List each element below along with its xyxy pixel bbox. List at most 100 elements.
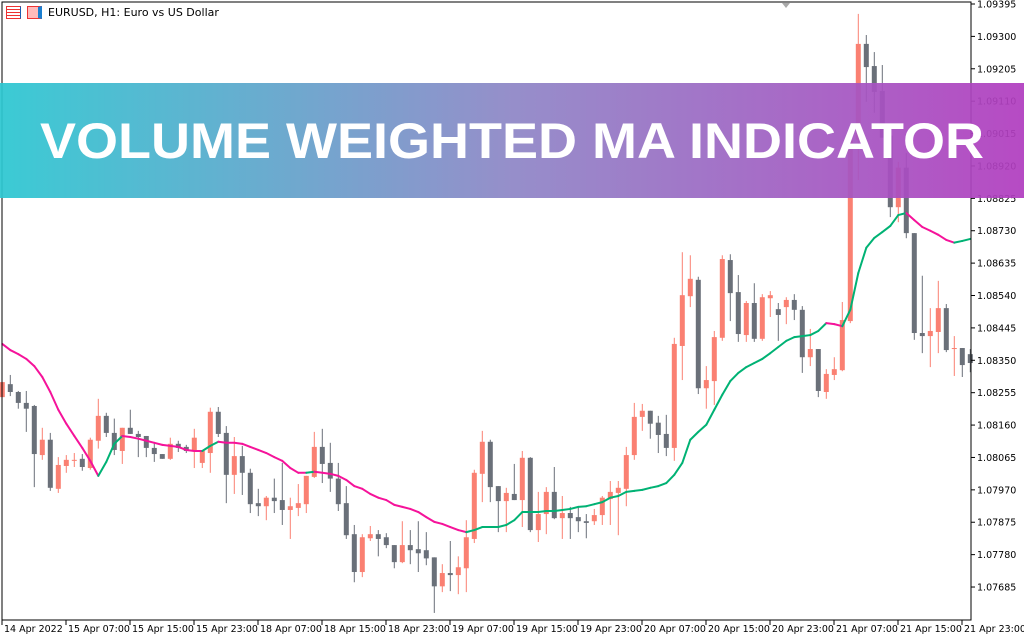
candle-wick — [865, 35, 867, 102]
candle-body — [871, 66, 877, 92]
vwma-segment — [233, 441, 244, 445]
vwma-segment — [833, 323, 844, 328]
candle — [47, 432, 53, 491]
candle — [943, 304, 949, 353]
candle — [935, 280, 941, 354]
vwma-segment — [257, 448, 268, 455]
vwma-segment — [153, 441, 164, 446]
candle — [167, 437, 173, 460]
candle-body — [47, 439, 53, 488]
candle-body — [151, 447, 157, 455]
candle — [423, 532, 429, 566]
candle-body — [839, 320, 845, 371]
candle-body — [927, 330, 933, 337]
chart-template-icon[interactable] — [27, 6, 42, 19]
candle-body — [407, 545, 413, 551]
candle — [583, 514, 589, 539]
candle — [791, 294, 797, 321]
candle — [655, 415, 661, 454]
vwma-segment — [265, 452, 276, 459]
candle-body — [207, 411, 213, 454]
vwma-segment — [681, 438, 692, 464]
y-tick-label: 1.08160 — [977, 421, 1016, 432]
candle — [103, 412, 109, 438]
vwma-segment — [777, 339, 788, 348]
candle — [391, 545, 397, 569]
candle-body — [455, 567, 461, 576]
candle — [479, 430, 485, 503]
candle-body — [31, 405, 37, 455]
candle — [527, 457, 533, 533]
vwma-segment — [729, 371, 740, 383]
candle — [415, 521, 421, 573]
candle — [95, 398, 101, 449]
vwma-segment — [425, 516, 436, 523]
candle — [407, 530, 413, 565]
candle-body — [375, 534, 381, 539]
y-tick-label: 1.08635 — [977, 259, 1016, 270]
vwma-segment — [65, 422, 76, 437]
vwma-segment — [689, 430, 700, 441]
vwma-segment — [873, 231, 884, 239]
candle — [743, 300, 749, 342]
vwma-segment — [945, 238, 956, 244]
vwma-segment — [281, 459, 292, 470]
candle-body — [671, 343, 677, 448]
candle-body — [823, 373, 829, 392]
candle-body — [863, 43, 869, 68]
candle-body — [551, 491, 557, 519]
candle-body — [7, 384, 13, 392]
x-tick-label: 21 Apr 23:00 — [964, 624, 1024, 635]
candle-body — [319, 446, 325, 464]
candle — [55, 457, 61, 493]
candle — [799, 306, 805, 373]
vwma-segment — [857, 246, 868, 275]
candle — [575, 507, 581, 533]
vwma-segment — [97, 460, 108, 477]
vwma-segment — [57, 408, 68, 425]
vwma-segment — [345, 478, 356, 488]
vwma-segment — [897, 212, 908, 217]
candle-body — [159, 454, 165, 459]
candle — [967, 349, 973, 373]
shift-marker-icon[interactable] — [782, 3, 790, 8]
vwma-segment — [249, 445, 260, 451]
candle — [247, 468, 253, 514]
chart-list-icon[interactable] — [6, 6, 21, 19]
vwma-segment — [385, 499, 396, 506]
candle-body — [847, 139, 853, 322]
candle-wick — [769, 291, 771, 317]
vwma-segment — [377, 496, 388, 502]
candle — [671, 337, 677, 461]
candle — [215, 406, 221, 438]
x-tick-label: 15 Apr 07:00 — [68, 624, 130, 635]
vwma-segment — [73, 434, 84, 449]
candle — [207, 407, 213, 473]
candle-body — [143, 435, 149, 448]
vwma-segment — [217, 440, 228, 444]
y-tick-label: 1.08350 — [977, 356, 1016, 367]
candle-body — [327, 462, 333, 479]
candle-wick — [569, 506, 571, 539]
vwma-segment — [825, 322, 836, 326]
vwma-segment — [633, 488, 644, 492]
candle — [487, 439, 493, 503]
vwma-segment — [505, 519, 516, 526]
candle — [399, 521, 405, 564]
candle — [39, 427, 45, 460]
vwma-segment — [537, 509, 548, 514]
candle-body — [807, 349, 813, 358]
candle-body — [503, 492, 509, 502]
candle-body — [607, 491, 613, 500]
vwma-segment — [697, 423, 708, 433]
candle-body — [647, 410, 653, 424]
candle-body — [127, 427, 133, 434]
candle — [327, 442, 333, 492]
candle-body — [239, 456, 245, 473]
candle — [447, 540, 453, 592]
vwma-segment — [305, 470, 316, 474]
candle — [375, 530, 381, 557]
vwma-segment — [129, 436, 140, 440]
candle — [343, 486, 349, 539]
